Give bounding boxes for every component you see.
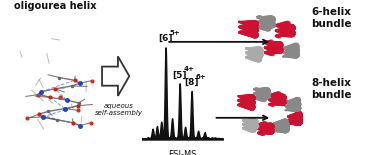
Text: 5+: 5+: [169, 30, 180, 36]
Text: 4+: 4+: [183, 66, 194, 72]
Text: ESI-MS: ESI-MS: [168, 150, 197, 155]
Text: [5]: [5]: [172, 71, 186, 80]
Text: aqueous
self-assembly: aqueous self-assembly: [95, 103, 143, 116]
Text: 6+: 6+: [195, 74, 206, 80]
Text: 8-helix
bundle: 8-helix bundle: [311, 78, 352, 100]
FancyArrow shape: [102, 56, 129, 96]
Text: [6]: [6]: [158, 34, 172, 43]
Text: oligourea helix: oligourea helix: [14, 1, 96, 11]
Text: 6-helix
bundle: 6-helix bundle: [311, 7, 352, 29]
Text: [8]: [8]: [184, 78, 198, 87]
